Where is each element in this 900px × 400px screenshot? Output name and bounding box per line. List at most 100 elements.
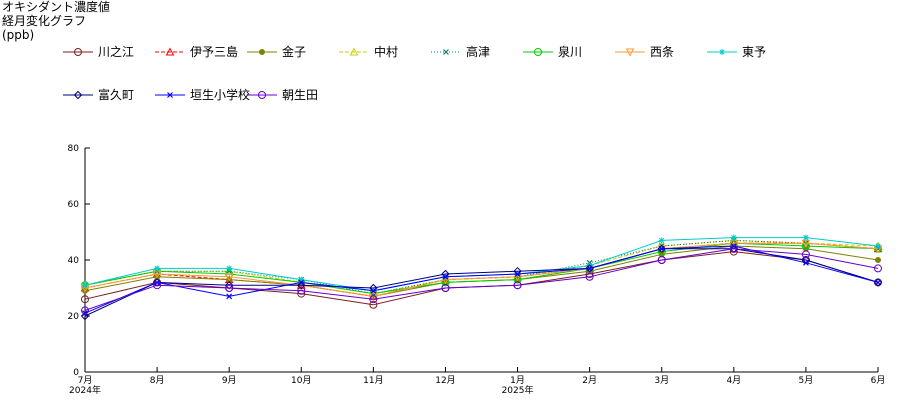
- data-point: [875, 257, 881, 263]
- legend-item: 金子: [247, 44, 306, 59]
- legend-marker: [625, 48, 635, 57]
- legend-label: 朝生田: [282, 88, 318, 102]
- x-tick-label: 2月: [582, 375, 597, 386]
- data-point: [224, 280, 234, 290]
- series-4: [80, 235, 883, 298]
- data-point: [298, 279, 305, 286]
- data-point: [802, 259, 809, 266]
- y-tick-label: 20: [68, 312, 80, 322]
- data-point: [658, 245, 665, 252]
- y-tick-label: 80: [68, 144, 80, 154]
- series-2: [80, 238, 883, 300]
- series-line: [84, 239, 879, 295]
- data-point: [154, 279, 161, 286]
- x-year-label: 2025年: [502, 384, 534, 396]
- x-tick-label: 8月: [150, 375, 165, 386]
- legend-item: 西条: [615, 45, 674, 59]
- x-tick-label: 10月: [291, 375, 311, 386]
- y-tick-label: 0: [73, 368, 79, 378]
- data-point: [730, 243, 737, 249]
- x-tick-label: 3月: [654, 375, 669, 386]
- data-point: [369, 295, 378, 304]
- legend-item: 中村: [339, 44, 398, 59]
- chart-title-block: オキシダント濃度値 経月変化グラフ (ppb): [2, 0, 110, 42]
- legend-label: 泉川: [558, 45, 582, 59]
- legend-label: 西条: [650, 45, 674, 59]
- legend-item: 伊予三島: [155, 44, 238, 59]
- data-point: [801, 250, 810, 259]
- legend-item: 川之江: [63, 45, 134, 59]
- y-tick-label: 60: [68, 200, 80, 210]
- legend-item: 垣生小学校: [155, 87, 250, 102]
- x-tick-label: 9月: [222, 375, 237, 386]
- x-tick-label: 1月: [510, 375, 525, 386]
- legend-marker: [74, 48, 82, 56]
- data-point: [297, 286, 306, 295]
- x-tick-label: 6月: [871, 375, 886, 386]
- data-point: [370, 287, 377, 294]
- legend-label: 金子: [282, 44, 306, 59]
- legend-marker: [259, 49, 265, 55]
- legend-marker: [167, 92, 173, 98]
- x-tick-label: 4月: [726, 375, 741, 386]
- data-point: [801, 242, 810, 250]
- series-line: [84, 245, 879, 314]
- legend-label: 富久町: [98, 87, 134, 102]
- series-line: [84, 248, 879, 311]
- chart-subtitle: 経月変化グラフ: [2, 14, 87, 28]
- data-point: [875, 279, 881, 286]
- data-point: [513, 281, 522, 290]
- data-point: [657, 244, 666, 254]
- data-point: [82, 310, 88, 317]
- data-point: [802, 234, 809, 241]
- legend-item: 高津: [431, 44, 490, 59]
- chart-title: オキシダント濃度値: [2, 0, 111, 14]
- data-point: [154, 265, 161, 272]
- data-point: [441, 284, 450, 292]
- data-point: [226, 293, 233, 300]
- data-point: [730, 234, 737, 241]
- x-tick-label: 11月: [363, 375, 383, 386]
- legend-marker: [443, 49, 449, 55]
- legend-marker: [719, 49, 725, 55]
- data-point: [657, 256, 666, 264]
- legend-label: 川之江: [98, 45, 134, 59]
- data-point: [225, 284, 234, 292]
- legend-marker: [534, 48, 542, 56]
- legend-label: 中村: [374, 44, 398, 59]
- legend-item: 東予: [707, 45, 766, 59]
- data-point: [226, 265, 233, 272]
- legend-label: 高津: [466, 44, 490, 59]
- data-point: [585, 264, 594, 273]
- data-point: [224, 273, 234, 282]
- legend-item: 泉川: [523, 45, 582, 59]
- chart-unit: (ppb): [2, 28, 35, 42]
- data-point: [152, 278, 162, 287]
- data-point: [297, 289, 306, 298]
- data-point: [874, 264, 882, 273]
- x-year-label: 2024年: [69, 384, 101, 396]
- x-tick-label: 12月: [435, 375, 455, 386]
- series-10: [82, 243, 881, 317]
- data-point: [729, 244, 738, 253]
- legend-marker: [349, 47, 359, 56]
- legend-marker: [73, 90, 83, 100]
- data-point: [81, 295, 89, 304]
- data-point: [81, 306, 89, 315]
- legend-item: 富久町: [63, 87, 134, 102]
- data-point: [442, 273, 449, 280]
- data-point: [514, 271, 521, 277]
- x-tick-label: 5月: [799, 375, 814, 386]
- series-line: [84, 237, 879, 292]
- data-point: [153, 281, 162, 290]
- legend-label: 伊予三島: [190, 44, 238, 59]
- data-point: [875, 243, 881, 249]
- legend-label: 東予: [742, 45, 766, 59]
- legend-label: 垣生小学校: [190, 87, 250, 102]
- data-point: [873, 278, 883, 287]
- data-point: [298, 276, 305, 283]
- legend-item: 朝生田: [247, 88, 318, 102]
- data-point: [82, 282, 88, 289]
- data-point: [658, 237, 665, 244]
